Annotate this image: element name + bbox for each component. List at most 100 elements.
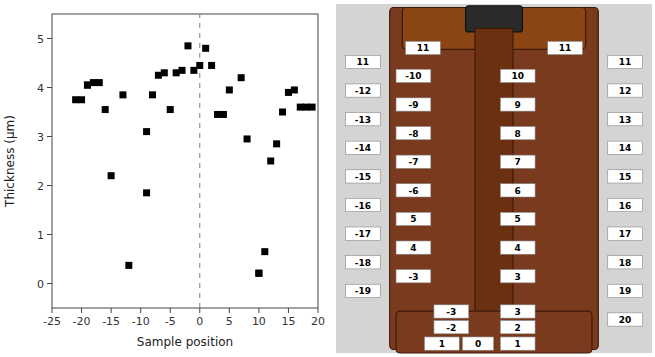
label-box xyxy=(608,84,643,97)
label-box xyxy=(500,305,535,318)
x-tick-label: -20 xyxy=(73,315,91,328)
y-tick xyxy=(47,234,52,235)
schematic-background xyxy=(336,4,652,353)
point xyxy=(149,91,156,98)
label-box xyxy=(434,321,469,334)
x-tick xyxy=(258,308,259,313)
label-box xyxy=(608,198,643,211)
point xyxy=(255,270,262,277)
point xyxy=(267,158,274,165)
label-box xyxy=(396,212,431,225)
annotation: -19 xyxy=(355,286,371,296)
point xyxy=(143,189,150,196)
point xyxy=(196,62,203,69)
label-box xyxy=(500,270,535,283)
point xyxy=(291,86,298,93)
point xyxy=(78,96,85,103)
annotation: 16 xyxy=(619,201,632,211)
y-tick xyxy=(47,283,52,284)
annotation: 12 xyxy=(619,86,632,96)
axes: -25-20-15-10-505101520012345 xyxy=(37,14,325,328)
x-tick xyxy=(170,308,171,313)
annotation: -9 xyxy=(408,100,418,110)
body xyxy=(390,7,599,349)
x-tick-label: 10 xyxy=(252,315,266,328)
x-tick-label: -15 xyxy=(102,315,120,328)
label-box xyxy=(608,113,643,126)
annotation: 6 xyxy=(515,186,521,196)
label-box xyxy=(608,227,643,240)
label-box xyxy=(345,170,380,183)
x-tick xyxy=(81,308,82,313)
label-box xyxy=(396,241,431,254)
point xyxy=(226,86,233,93)
label-box xyxy=(462,337,493,350)
annotation: 7 xyxy=(515,157,521,167)
annotation: -2 xyxy=(446,323,456,333)
annotation: 10 xyxy=(511,71,524,81)
point xyxy=(167,106,174,113)
annotation: 13 xyxy=(619,115,632,125)
label-box xyxy=(500,184,535,197)
annotation: -15 xyxy=(355,172,371,182)
label-box xyxy=(500,69,535,82)
annotation: -3 xyxy=(446,307,456,317)
point xyxy=(309,104,316,111)
x-tick-label: -10 xyxy=(132,315,150,328)
label-box xyxy=(608,141,643,154)
point xyxy=(244,135,251,142)
y-axis-label: Thickness (μm) xyxy=(3,115,17,208)
label-box xyxy=(500,321,535,334)
label-box xyxy=(548,41,583,54)
point xyxy=(102,106,109,113)
annotation: 14 xyxy=(619,143,632,153)
annotation: 11 xyxy=(619,57,632,67)
annotation: 17 xyxy=(619,229,632,239)
point xyxy=(96,79,103,86)
label-box xyxy=(345,284,380,297)
x-tick xyxy=(52,308,53,313)
y-tick-label: 0 xyxy=(37,278,44,291)
marks xyxy=(72,14,315,308)
label-box xyxy=(500,337,535,350)
x-tick xyxy=(111,308,112,313)
y-tick xyxy=(47,38,52,39)
point xyxy=(238,74,245,81)
annotation: 0 xyxy=(475,339,481,349)
x-tick-label: -25 xyxy=(43,315,61,328)
annotation: 1 xyxy=(515,339,521,349)
point xyxy=(108,172,115,179)
annotation: 3 xyxy=(515,307,521,317)
annotation: 19 xyxy=(619,286,632,296)
annotation: 11 xyxy=(417,43,430,53)
x-tick xyxy=(199,308,200,313)
label-box xyxy=(608,284,643,297)
annotation: -12 xyxy=(355,86,371,96)
point xyxy=(119,91,126,98)
annotation: -7 xyxy=(408,157,418,167)
x-tick-label: 15 xyxy=(281,315,295,328)
point xyxy=(179,67,186,74)
y-tick xyxy=(47,87,52,88)
annotation: -14 xyxy=(355,143,371,153)
bottom-part xyxy=(396,311,592,353)
x-axis-label: Sample position xyxy=(137,335,233,349)
label-box xyxy=(396,184,431,197)
plot-frame xyxy=(52,14,318,308)
point xyxy=(143,128,150,135)
annotation: 18 xyxy=(619,258,632,268)
annotation: 20 xyxy=(619,315,632,325)
label-box xyxy=(500,155,535,168)
label-box xyxy=(608,55,643,68)
annotation: 9 xyxy=(515,100,521,110)
annotation: -13 xyxy=(355,115,371,125)
annotation: -16 xyxy=(355,201,371,211)
y-tick xyxy=(47,136,52,137)
annotation: -6 xyxy=(408,186,418,196)
point xyxy=(279,109,286,116)
point xyxy=(202,45,209,52)
point xyxy=(261,248,268,255)
label-box xyxy=(396,155,431,168)
point xyxy=(255,270,262,277)
label-box xyxy=(424,337,459,350)
